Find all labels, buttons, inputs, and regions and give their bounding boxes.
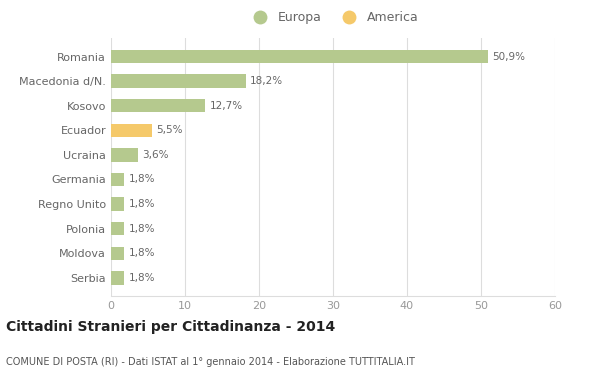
Bar <box>111 173 124 186</box>
Bar <box>111 99 205 112</box>
Text: 1,8%: 1,8% <box>129 273 155 283</box>
Bar <box>111 124 152 137</box>
Bar <box>111 74 245 88</box>
Bar <box>111 247 124 260</box>
Text: 12,7%: 12,7% <box>209 101 242 111</box>
Bar <box>111 197 124 211</box>
Bar <box>111 222 124 236</box>
Text: 1,8%: 1,8% <box>129 248 155 258</box>
Text: 1,8%: 1,8% <box>129 199 155 209</box>
Text: 50,9%: 50,9% <box>492 52 525 62</box>
Text: 3,6%: 3,6% <box>142 150 169 160</box>
Text: Cittadini Stranieri per Cittadinanza - 2014: Cittadini Stranieri per Cittadinanza - 2… <box>6 320 335 334</box>
Bar <box>111 148 137 162</box>
Text: COMUNE DI POSTA (RI) - Dati ISTAT al 1° gennaio 2014 - Elaborazione TUTTITALIA.I: COMUNE DI POSTA (RI) - Dati ISTAT al 1° … <box>6 357 415 367</box>
Text: 1,8%: 1,8% <box>129 174 155 185</box>
Text: 5,5%: 5,5% <box>156 125 182 135</box>
Legend: Europa, America: Europa, America <box>245 9 421 27</box>
Text: 18,2%: 18,2% <box>250 76 283 86</box>
Text: 1,8%: 1,8% <box>129 224 155 234</box>
Bar <box>111 271 124 285</box>
Bar <box>111 50 488 63</box>
